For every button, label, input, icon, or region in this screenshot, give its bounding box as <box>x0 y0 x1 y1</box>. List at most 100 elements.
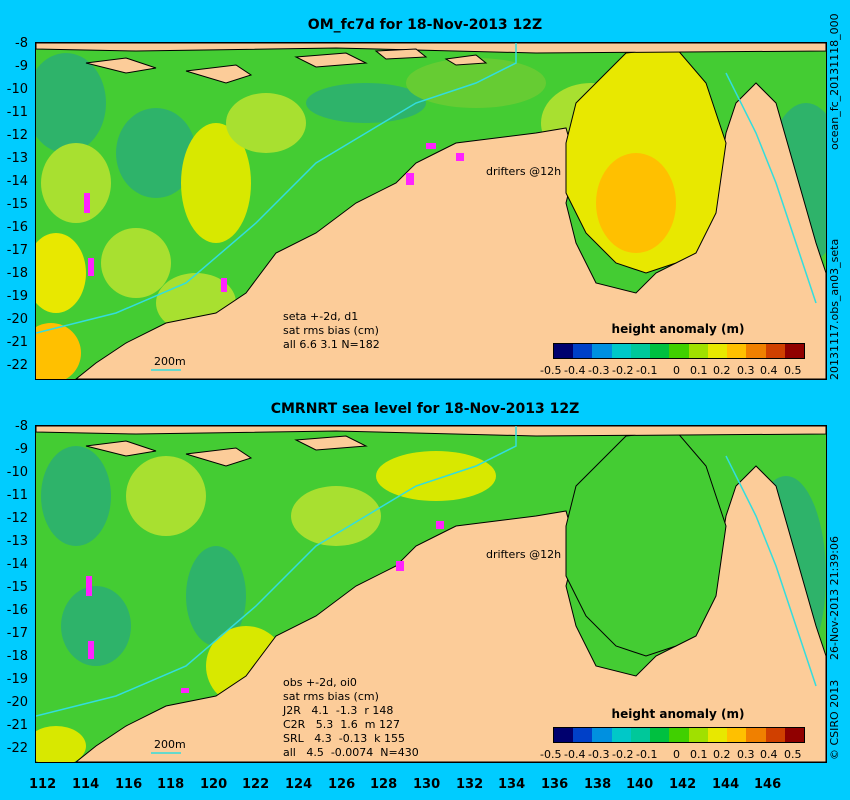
p1-cb-tick-0: -0.5 <box>540 364 562 377</box>
p1-cb-tick-4: -0.1 <box>636 364 658 377</box>
panel1-map: drifters @12h 200m <box>35 42 827 380</box>
p1-ytick-7: -15 <box>6 197 28 212</box>
p2-ytick-2: -10 <box>6 465 28 480</box>
xtick-14: 140 <box>626 777 654 792</box>
p2-cb-tick-7: 0.2 <box>713 748 731 761</box>
p1-ytick-13: -21 <box>6 335 28 350</box>
panel1-gulf-high <box>596 153 676 253</box>
xtick-4: 120 <box>200 777 228 792</box>
panel2-side-label2: © CSIRO 2013 <box>828 679 841 760</box>
xtick-3: 118 <box>157 777 185 792</box>
panel2-colorbar <box>553 727 805 743</box>
p1-ytick-14: -22 <box>6 358 28 373</box>
p2-cb-tick-8: 0.3 <box>737 748 755 761</box>
panel1-scale-label: 200m <box>154 355 186 368</box>
p2-cb-tick-1: -0.4 <box>564 748 586 761</box>
p2-cb-tick-3: -0.2 <box>612 748 634 761</box>
p1-ytick-0: -8 <box>15 36 28 51</box>
p2-ytick-10: -18 <box>6 649 28 664</box>
xtick-2: 116 <box>115 777 143 792</box>
panel1-drifters <box>84 143 464 292</box>
xtick-12: 136 <box>541 777 569 792</box>
panel1-colorbar-title: height anomaly (m) <box>611 322 745 336</box>
p1-cb-tick-1: -0.4 <box>564 364 586 377</box>
xtick-6: 124 <box>285 777 313 792</box>
panel1-side-label: ocean_fc_20131118_000 <box>828 13 841 150</box>
p1-ytick-6: -14 <box>6 174 28 189</box>
panel1-side-label2: 20131117.obs_an03_seta <box>828 238 841 380</box>
panel1-annotation: seta +-2d, d1 sat rms bias (cm) all 6.6 … <box>283 310 380 351</box>
xtick-17: 146 <box>754 777 782 792</box>
p2-ytick-3: -11 <box>6 488 28 503</box>
p1-ytick-5: -13 <box>6 151 28 166</box>
panel1-shelf-line <box>36 43 517 334</box>
xtick-7: 126 <box>328 777 356 792</box>
p1-ytick-1: -9 <box>15 59 28 74</box>
panel2-map: drifters @12h 200m <box>35 425 827 763</box>
xtick-11: 134 <box>498 777 526 792</box>
p2-ytick-0: -8 <box>15 419 28 434</box>
p1-cb-tick-3: -0.2 <box>612 364 634 377</box>
p1-ytick-4: -12 <box>6 128 28 143</box>
panel2-scale-label: 200m <box>154 738 186 751</box>
p1-cb-tick-9: 0.4 <box>760 364 778 377</box>
p2-ytick-1: -9 <box>15 442 28 457</box>
p1-ytick-10: -18 <box>6 266 28 281</box>
xtick-8: 128 <box>370 777 398 792</box>
p2-ytick-8: -16 <box>6 603 28 618</box>
p1-cb-tick-2: -0.3 <box>588 364 610 377</box>
panel2-map-graphic: drifters @12h 200m <box>36 426 826 762</box>
p2-ytick-14: -22 <box>6 741 28 756</box>
p2-cb-tick-2: -0.3 <box>588 748 610 761</box>
xtick-9: 130 <box>413 777 441 792</box>
p2-cb-tick-9: 0.4 <box>760 748 778 761</box>
panel1-islands <box>36 43 826 84</box>
xtick-16: 144 <box>712 777 740 792</box>
p2-ytick-4: -12 <box>6 511 28 526</box>
p1-ytick-12: -20 <box>6 312 28 327</box>
panel2-islands <box>36 426 826 467</box>
p1-ytick-3: -11 <box>6 105 28 120</box>
xtick-5: 122 <box>242 777 270 792</box>
xtick-0: 112 <box>29 777 57 792</box>
panel2-shelf-line <box>36 426 517 717</box>
p1-cb-tick-8: 0.3 <box>737 364 755 377</box>
panel1-colorbar <box>553 343 805 359</box>
p2-ytick-6: -14 <box>6 557 28 572</box>
xtick-10: 132 <box>456 777 484 792</box>
xtick-15: 142 <box>669 777 697 792</box>
panel2-gulf <box>565 430 727 657</box>
panel2-annotation: obs +-2d, oi0 sat rms bias (cm) J2R 4.1 … <box>283 676 419 759</box>
p1-ytick-8: -16 <box>6 220 28 235</box>
p1-cb-tick-6: 0.1 <box>690 364 708 377</box>
p1-cb-tick-10: 0.5 <box>784 364 802 377</box>
p2-ytick-9: -17 <box>6 626 28 641</box>
panel2-drifters <box>86 521 444 693</box>
p1-cb-tick-5: 0 <box>673 364 680 377</box>
panel2-colorbar-title: height anomaly (m) <box>611 707 745 721</box>
p1-cb-tick-7: 0.2 <box>713 364 731 377</box>
p2-ytick-5: -13 <box>6 534 28 549</box>
p1-ytick-9: -17 <box>6 243 28 258</box>
panel1-title: OM_fc7d for 18-Nov-2013 12Z <box>307 17 543 33</box>
panel2-side-label: 26-Nov-2013 21:39:06 <box>828 535 841 660</box>
p2-ytick-11: -19 <box>6 672 28 687</box>
panel2-title: CMRNRT sea level for 18-Nov-2013 12Z <box>270 401 580 417</box>
p2-cb-tick-5: 0 <box>673 748 680 761</box>
p2-cb-tick-0: -0.5 <box>540 748 562 761</box>
p2-ytick-13: -21 <box>6 718 28 733</box>
p2-ytick-12: -20 <box>6 695 28 710</box>
xtick-13: 138 <box>584 777 612 792</box>
p2-cb-tick-10: 0.5 <box>784 748 802 761</box>
p2-ytick-7: -15 <box>6 580 28 595</box>
panel2-colorbar-ticks: -0.5 -0.4 -0.3 -0.2 -0.1 0 0.1 0.2 0.3 0… <box>540 748 820 762</box>
p2-cb-tick-4: -0.1 <box>636 748 658 761</box>
p2-cb-tick-6: 0.1 <box>690 748 708 761</box>
panel1-colorbar-ticks: -0.5 -0.4 -0.3 -0.2 -0.1 0 0.1 0.2 0.3 0… <box>540 364 820 378</box>
p1-ytick-11: -19 <box>6 289 28 304</box>
panel2-drifters-text: drifters @12h <box>486 548 561 561</box>
xtick-1: 114 <box>72 777 100 792</box>
p1-ytick-2: -10 <box>6 82 28 97</box>
panel1-drifters-text: drifters @12h <box>486 165 561 178</box>
panel1-map-graphic: drifters @12h 200m <box>36 43 826 379</box>
